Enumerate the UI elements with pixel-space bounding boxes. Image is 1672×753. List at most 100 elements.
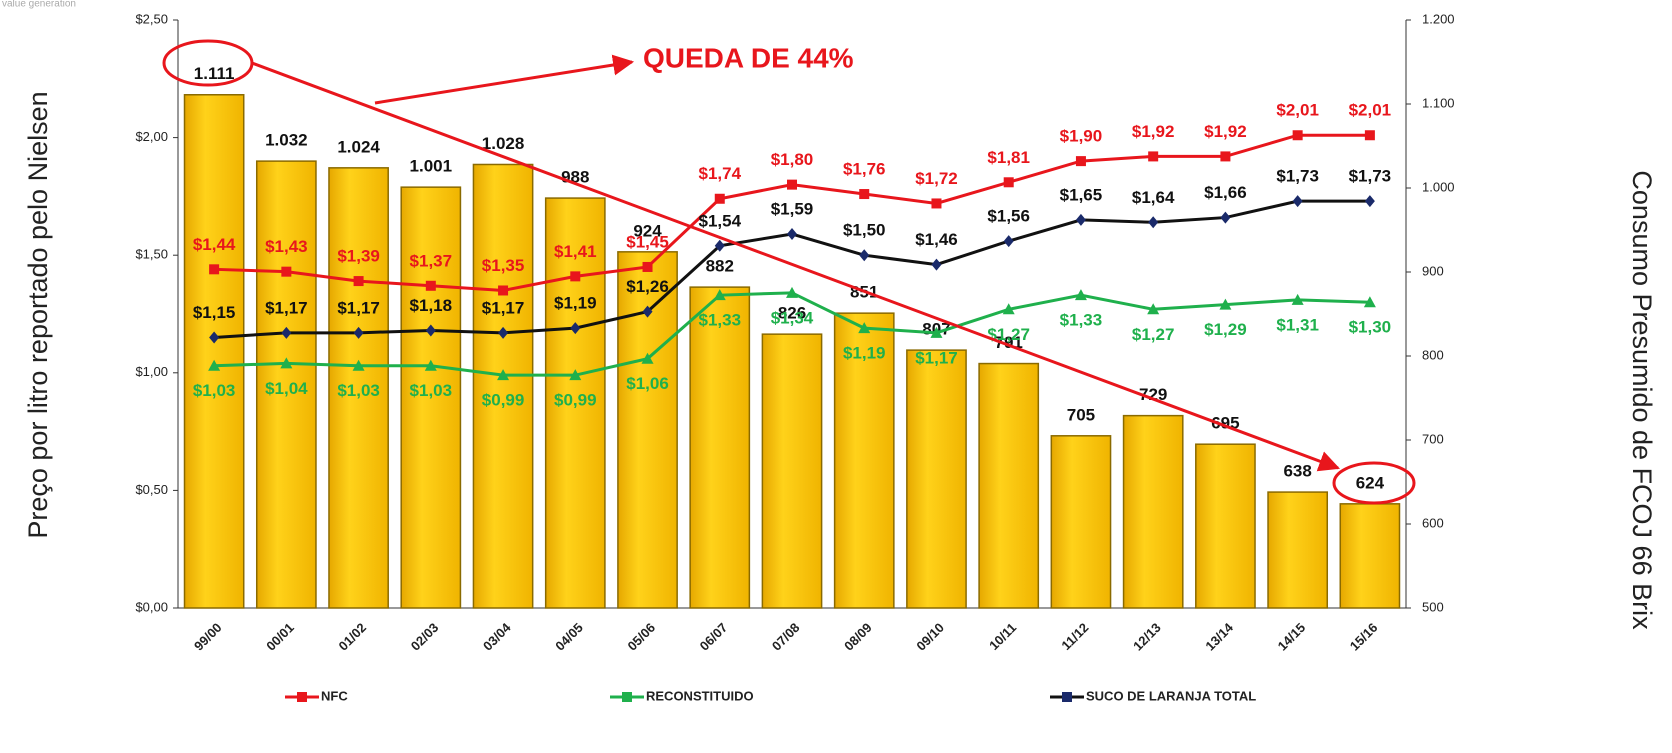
- line-value-label: $1,17: [482, 298, 525, 317]
- line-value-label: $1,46: [915, 230, 958, 249]
- legend-label: NFC: [321, 688, 348, 703]
- y-tick-label: $0,50: [135, 482, 168, 497]
- line-value-label: $1,19: [554, 294, 597, 313]
- line-value-label: $2,01: [1349, 101, 1392, 120]
- bar-value-label: 1.032: [265, 131, 308, 150]
- line-value-label: $1,92: [1204, 122, 1247, 141]
- line-value-label: $1,19: [843, 344, 886, 363]
- line-value-label: $1,17: [337, 298, 380, 317]
- bar-value-label: 1.111: [194, 64, 235, 83]
- marker: [209, 264, 220, 275]
- line-value-label: $1,74: [698, 164, 741, 183]
- marker: [353, 276, 364, 287]
- marker: [713, 289, 726, 301]
- line-value-label: $0,99: [482, 391, 525, 410]
- marker: [642, 261, 653, 272]
- marker: [931, 198, 942, 209]
- line-value-label: $1,92: [1132, 122, 1175, 141]
- y2-axis-title: Consumo Presumido de FCOJ 66 Brix: [1627, 170, 1657, 630]
- line-value-label: $1,27: [987, 325, 1030, 344]
- marker: [787, 228, 797, 241]
- line-value-label: $1,80: [771, 150, 814, 169]
- marker: [1364, 195, 1375, 208]
- line-value-label: $1,56: [987, 207, 1030, 226]
- bar: [1267, 491, 1329, 609]
- marker: [641, 352, 654, 364]
- bar-value-label: 826: [778, 304, 806, 323]
- line-value-label: $1,37: [410, 251, 453, 270]
- marker: [352, 359, 365, 371]
- bar: [183, 94, 245, 609]
- x-tick-label: 03/04: [480, 619, 514, 653]
- marker: [424, 359, 437, 371]
- bar: [1122, 414, 1184, 609]
- line-value-label: $1,72: [915, 169, 958, 188]
- bar: [1050, 435, 1112, 609]
- marker: [498, 326, 509, 339]
- bar: [328, 167, 389, 609]
- line-value-label: $1,41: [554, 242, 597, 261]
- y-axis-title: Preço por litro reportado pelo Nielsen: [23, 91, 53, 538]
- marker: [1075, 213, 1086, 226]
- marker: [498, 285, 509, 296]
- line-value-label: $1,03: [337, 381, 380, 400]
- y2-tick-label: 1.200: [1422, 11, 1455, 26]
- legend-marker: [1062, 692, 1072, 702]
- marker: [570, 271, 581, 282]
- bar-value-label: 638: [1283, 462, 1311, 481]
- line-value-label: $1,26: [626, 277, 669, 296]
- line-value-label: $1,06: [626, 374, 669, 393]
- bar: [255, 160, 317, 609]
- marker: [1292, 195, 1303, 208]
- x-tick-label: 06/07: [697, 620, 731, 654]
- bar-value-label: 924: [633, 221, 662, 240]
- marker: [642, 305, 653, 318]
- x-tick-label: 14/15: [1275, 620, 1309, 654]
- x-tick-label: 04/05: [552, 620, 586, 654]
- y2-tick-label: 500: [1422, 599, 1444, 614]
- y2-tick-label: 600: [1422, 515, 1444, 530]
- trend-arrow: [251, 61, 1340, 472]
- line-value-label: $1,34: [771, 308, 814, 327]
- line-value-label: $1,33: [698, 311, 741, 330]
- marker: [1075, 156, 1086, 167]
- y2-tick-label: 800: [1422, 347, 1444, 362]
- x-tick-label: 09/10: [913, 620, 947, 654]
- marker: [859, 249, 870, 262]
- bar: [544, 197, 606, 609]
- x-tick-label: 15/16: [1347, 620, 1381, 654]
- marker: [930, 326, 943, 338]
- y2-tick-label: 900: [1422, 263, 1444, 278]
- marker: [931, 258, 942, 271]
- marker: [1148, 151, 1159, 162]
- y2-tick-label: 1.100: [1422, 95, 1455, 110]
- bar-value-label: 624: [1356, 473, 1385, 492]
- y-tick-label: $0,00: [135, 599, 168, 614]
- legend-marker: [622, 692, 632, 702]
- highlight-circle: [1332, 461, 1416, 505]
- line-value-label: $1,64: [1132, 188, 1175, 207]
- marker: [208, 359, 221, 371]
- bar: [833, 312, 895, 609]
- legend-label: SUCO DE LARANJA TOTAL: [1086, 688, 1256, 703]
- marker: [1003, 235, 1014, 248]
- marker: [1363, 296, 1376, 308]
- marker: [1003, 177, 1014, 188]
- marker: [570, 322, 581, 335]
- y-tick-label: $2,00: [135, 129, 168, 144]
- bar-value-label: 729: [1139, 385, 1167, 404]
- line-value-label: $1,03: [410, 381, 453, 400]
- x-tick-label: 07/08: [769, 620, 803, 654]
- y-tick-label: $1,00: [135, 364, 168, 379]
- legend-marker: [297, 692, 307, 702]
- line-value-label: $1,54: [698, 211, 741, 230]
- legend-label: RECONSTITUIDO: [646, 688, 754, 703]
- x-tick-label: 01/02: [336, 620, 370, 654]
- marker: [1220, 151, 1231, 162]
- annotation: QUEDA DE 44%: [162, 39, 1416, 505]
- bar: [906, 349, 967, 609]
- x-tick-label: 02/03: [408, 620, 442, 654]
- line-value-label: $1,73: [1349, 167, 1392, 186]
- x-tick-label: 99/00: [191, 620, 225, 654]
- bar: [472, 163, 534, 609]
